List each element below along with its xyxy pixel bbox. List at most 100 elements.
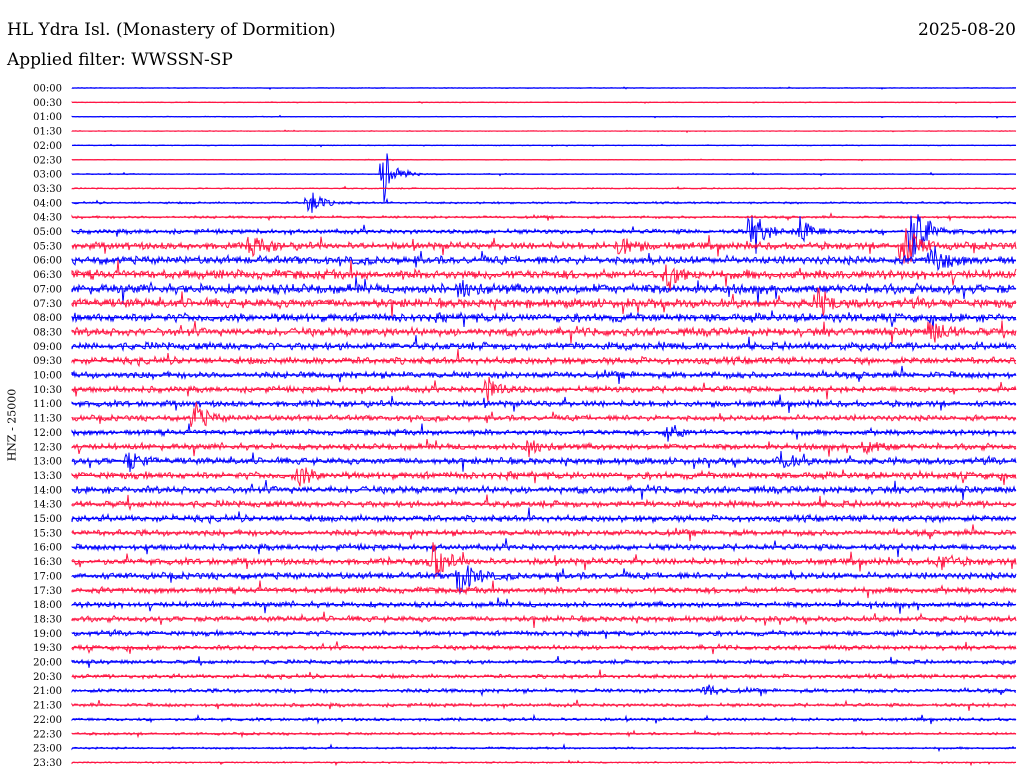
tick-label-0830: 08:30: [33, 327, 62, 338]
tick-label-1030: 10:30: [33, 385, 62, 396]
tick-label-0700: 07:00: [33, 284, 62, 295]
tick-label-1400: 14:00: [33, 485, 62, 496]
trace-row-2030: [71, 669, 1017, 681]
tick-label-0730: 07:30: [33, 299, 62, 310]
trace-row-1530: [71, 524, 1017, 542]
trace-row-1030: [71, 376, 1017, 402]
trace-row-1730: [71, 580, 1017, 599]
tick-label-1430: 14:30: [33, 500, 62, 511]
tick-label-1700: 17:00: [33, 571, 62, 582]
trace-row-1400: [71, 480, 1017, 500]
trace-row-1600: [71, 538, 1017, 558]
trace-row-0500: [71, 214, 1017, 258]
trace-row-0030: [71, 100, 1017, 104]
trace-row-1300: [71, 450, 1017, 473]
trace-row-0130: [71, 129, 1017, 134]
trace-row-0400: [71, 192, 1016, 213]
tick-label-1730: 17:30: [33, 586, 62, 597]
trace-row-2100: [71, 684, 1016, 698]
tick-label-1900: 19:00: [33, 629, 62, 640]
trace-row-0600: [71, 246, 1017, 272]
trace-row-2330: [71, 759, 1017, 767]
tick-label-0900: 09:00: [33, 342, 62, 353]
tick-label-2030: 20:30: [33, 672, 62, 683]
tick-label-0300: 03:00: [33, 170, 62, 181]
trace-row-0000: [71, 86, 1017, 90]
trace-row-0830: [71, 320, 1017, 344]
tick-label-1200: 12:00: [33, 428, 62, 439]
trace-row-0200: [71, 143, 1017, 148]
tick-label-0430: 04:30: [33, 213, 62, 224]
tick-label-1500: 15:00: [33, 514, 62, 525]
tick-label-1130: 11:30: [33, 414, 62, 425]
tick-label-0630: 06:30: [33, 270, 62, 281]
tick-label-1530: 15:30: [33, 528, 62, 539]
tick-label-1000: 10:00: [33, 371, 62, 382]
trace-row-0800: [71, 310, 1017, 330]
trace-row-0100: [71, 114, 1017, 119]
tick-label-0200: 02:00: [33, 141, 62, 152]
trace-row-1000: [71, 365, 1017, 384]
trace-row-1200: [71, 423, 1017, 442]
tick-label-0000: 00:00: [33, 84, 62, 95]
trace-row-0730: [71, 287, 1017, 319]
trace-row-0330: [71, 185, 1017, 190]
trace-row-0930: [71, 348, 1017, 368]
time-tick-labels: 00:00 00:30 01:00 01:30 02:00 02:30 03:00 03:30…: [33, 84, 62, 769]
tick-label-0330: 03:30: [33, 184, 62, 195]
tick-label-1330: 13:30: [33, 471, 62, 482]
tick-label-0800: 08:00: [33, 313, 62, 324]
trace-row-1500: [71, 507, 1017, 525]
trace-row-0900: [71, 335, 1017, 353]
station-title: HL Ydra Isl. (Monastery of Dormition): [7, 20, 336, 40]
tick-label-0130: 01:30: [33, 127, 62, 138]
trace-row-0230: [71, 158, 1017, 162]
date-label: 2025-08-20: [917, 20, 1016, 40]
trace-row-0700: [71, 276, 1017, 305]
trace-row-1830: [71, 611, 1017, 629]
tick-label-1800: 18:00: [33, 600, 62, 611]
trace-row-1230: [71, 439, 1017, 458]
tick-label-2200: 22:00: [33, 715, 62, 726]
trace-row-2000: [71, 655, 1017, 668]
tick-label-2100: 21:00: [33, 686, 62, 697]
tick-label-2230: 22:30: [33, 729, 62, 740]
tick-label-0400: 04:00: [33, 198, 62, 209]
trace-row-0530: [71, 228, 1017, 264]
trace-row-0430: [71, 212, 1017, 222]
trace-row-1930: [71, 641, 1017, 655]
trace-row-1330: [71, 467, 1017, 487]
tick-label-0600: 06:00: [33, 256, 62, 267]
filter-label: Applied filter: WWSSN-SP: [7, 50, 233, 70]
tick-label-0100: 01:00: [33, 112, 62, 123]
tick-label-0230: 02:30: [33, 155, 62, 166]
tick-label-2330: 23:30: [33, 758, 62, 769]
trace-row-1700: [71, 565, 1017, 595]
trace-row-1130: [71, 402, 1017, 427]
trace-row-1900: [71, 628, 1017, 639]
trace-row-2200: [71, 713, 1017, 725]
tick-label-0530: 05:30: [33, 241, 62, 252]
tick-label-0500: 05:00: [33, 227, 62, 238]
seismic-traces: [71, 86, 1017, 767]
trace-row-1430: [71, 494, 1017, 511]
tick-label-1100: 11:00: [33, 399, 62, 410]
tick-label-1300: 13:00: [33, 457, 62, 468]
tick-label-2300: 23:00: [33, 744, 62, 755]
trace-row-2300: [71, 743, 1016, 753]
trace-row-1100: [71, 394, 1017, 413]
trace-row-2230: [71, 729, 1017, 739]
tick-label-0930: 09:30: [33, 356, 62, 367]
tick-label-2130: 21:30: [33, 701, 62, 712]
tick-label-1830: 18:30: [33, 614, 62, 625]
trace-row-0300: [71, 153, 1016, 203]
tick-label-2000: 20:00: [33, 658, 62, 669]
tick-label-1930: 19:30: [33, 643, 62, 654]
tick-label-0030: 00:30: [33, 98, 62, 109]
tick-label-1230: 12:30: [33, 442, 62, 453]
tick-label-1600: 16:00: [33, 543, 62, 554]
trace-row-0630: [71, 259, 1017, 292]
trace-row-1800: [71, 597, 1017, 614]
trace-row-2130: [71, 699, 1017, 711]
